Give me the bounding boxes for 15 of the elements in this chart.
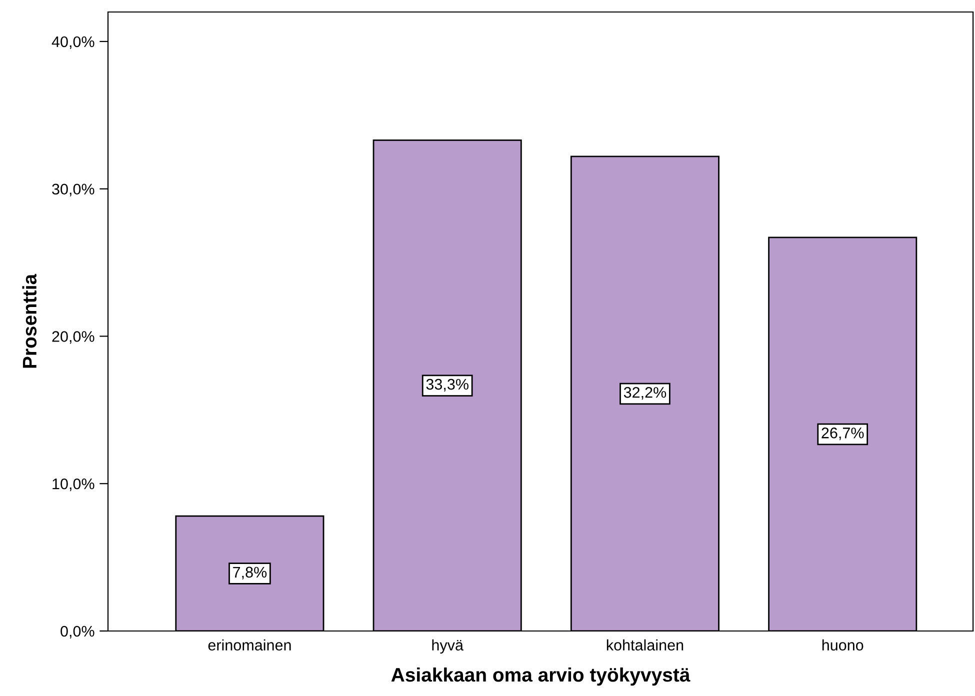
- x-axis-title: Asiakkaan oma arvio työkyvystä: [391, 667, 690, 686]
- y-tick-label: 30,0%: [52, 184, 94, 196]
- data-label: 26,7%: [822, 428, 864, 440]
- y-axis-title: Prosenttia: [22, 274, 37, 368]
- y-tick-label: 40,0%: [52, 36, 94, 49]
- y-tick-label: 20,0%: [52, 331, 94, 344]
- data-label: 32,2%: [624, 387, 666, 400]
- y-tick-label: 10,0%: [52, 478, 94, 492]
- x-tick-label: hyvä: [432, 639, 464, 654]
- data-label: 7,8%: [233, 566, 267, 580]
- data-label: 33,3%: [426, 378, 468, 392]
- y-tick-label: 0,0%: [60, 626, 94, 638]
- x-tick-label: erinomainen: [208, 639, 291, 651]
- x-tick-label: huono: [822, 639, 864, 651]
- x-tick-label: kohtalainen: [606, 639, 684, 651]
